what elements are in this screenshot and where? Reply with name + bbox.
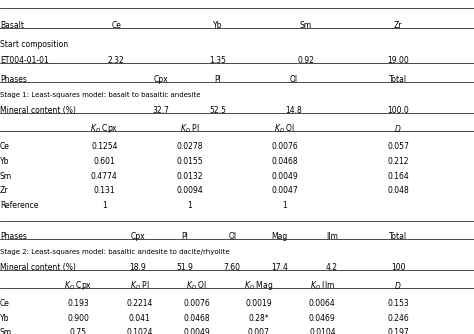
- Text: Cpx: Cpx: [130, 232, 145, 241]
- Text: Ol: Ol: [228, 232, 237, 241]
- Text: 2.32: 2.32: [108, 56, 125, 65]
- Text: 1: 1: [282, 201, 287, 210]
- Text: 0.4774: 0.4774: [91, 172, 118, 180]
- Text: 0.041: 0.041: [129, 314, 151, 323]
- Text: 0.1254: 0.1254: [91, 142, 118, 151]
- Text: $K_D$ Ol: $K_D$ Ol: [274, 122, 295, 135]
- Text: Reference: Reference: [0, 201, 38, 210]
- Text: 0.131: 0.131: [93, 186, 115, 195]
- Text: Pl: Pl: [215, 75, 221, 84]
- Text: 0.0468: 0.0468: [183, 314, 210, 323]
- Text: Ilm: Ilm: [326, 232, 338, 241]
- Text: Ce: Ce: [111, 21, 121, 29]
- Text: Yb: Yb: [0, 314, 9, 323]
- Text: 14.8: 14.8: [285, 106, 302, 115]
- Text: Start composition: Start composition: [0, 40, 68, 49]
- Text: 0.057: 0.057: [387, 142, 409, 151]
- Text: 18.9: 18.9: [129, 263, 146, 272]
- Text: $K_D$ Ol: $K_D$ Ol: [186, 279, 207, 292]
- Text: 0.0049: 0.0049: [183, 329, 210, 334]
- Text: 0.164: 0.164: [387, 172, 409, 180]
- Text: 0.0094: 0.0094: [176, 186, 203, 195]
- Text: 0.1024: 0.1024: [127, 329, 153, 334]
- Text: 0.007: 0.007: [247, 329, 269, 334]
- Text: 52.5: 52.5: [210, 106, 227, 115]
- Text: Yb: Yb: [213, 21, 223, 29]
- Text: Zr: Zr: [0, 186, 9, 195]
- Text: 0.153: 0.153: [387, 299, 409, 308]
- Text: Pl: Pl: [182, 232, 188, 241]
- Text: 100: 100: [391, 263, 405, 272]
- Text: 0.212: 0.212: [387, 157, 409, 166]
- Text: 0.92: 0.92: [297, 56, 314, 65]
- Text: 1: 1: [102, 201, 107, 210]
- Text: Phases: Phases: [0, 232, 27, 241]
- Text: Mineral content (%): Mineral content (%): [0, 263, 76, 272]
- Text: 0.197: 0.197: [387, 329, 409, 334]
- Text: $K_D$ Mag: $K_D$ Mag: [244, 279, 273, 292]
- Text: Yb: Yb: [0, 157, 9, 166]
- Text: 0.0468: 0.0468: [271, 157, 298, 166]
- Text: Ol: Ol: [290, 75, 298, 84]
- Text: $D$: $D$: [394, 280, 402, 291]
- Text: Ce: Ce: [0, 142, 10, 151]
- Text: Stage 1: Least-squares model: basalt to basaltic andesite: Stage 1: Least-squares model: basalt to …: [0, 92, 201, 98]
- Text: 0.0076: 0.0076: [271, 142, 298, 151]
- Text: 17.4: 17.4: [271, 263, 288, 272]
- Text: Total: Total: [389, 232, 407, 241]
- Text: 0.0019: 0.0019: [245, 299, 272, 308]
- Text: 0.0469: 0.0469: [309, 314, 336, 323]
- Text: 0.0104: 0.0104: [309, 329, 336, 334]
- Text: Ce: Ce: [0, 299, 10, 308]
- Text: 0.193: 0.193: [67, 299, 89, 308]
- Text: $K_D$ Ilm: $K_D$ Ilm: [310, 279, 335, 292]
- Text: $K_D$ Cpx: $K_D$ Cpx: [64, 279, 92, 292]
- Text: 0.048: 0.048: [387, 186, 409, 195]
- Text: $K_D$ Pl: $K_D$ Pl: [180, 122, 200, 135]
- Text: Stage 2: Least-squares model: basaltic andesite to dacite/rhyolite: Stage 2: Least-squares model: basaltic a…: [0, 249, 229, 255]
- Text: 1: 1: [187, 201, 192, 210]
- Text: Cpx: Cpx: [154, 75, 168, 84]
- Text: 0.246: 0.246: [387, 314, 409, 323]
- Text: $D$: $D$: [394, 123, 402, 134]
- Text: $K_D$ Pl: $K_D$ Pl: [130, 279, 150, 292]
- Text: 1.35: 1.35: [210, 56, 227, 65]
- Text: 19.00: 19.00: [387, 56, 409, 65]
- Text: 0.0278: 0.0278: [176, 142, 203, 151]
- Text: Mag: Mag: [272, 232, 288, 241]
- Text: Zr: Zr: [394, 21, 402, 29]
- Text: 0.0049: 0.0049: [271, 172, 298, 180]
- Text: 0.75: 0.75: [70, 329, 87, 334]
- Text: 7.60: 7.60: [224, 263, 241, 272]
- Text: 0.900: 0.900: [67, 314, 89, 323]
- Text: 0.0155: 0.0155: [176, 157, 203, 166]
- Text: Basalt: Basalt: [0, 21, 24, 29]
- Text: Sm: Sm: [300, 21, 312, 29]
- Text: 0.601: 0.601: [93, 157, 115, 166]
- Text: 51.9: 51.9: [176, 263, 193, 272]
- Text: Phases: Phases: [0, 75, 27, 84]
- Text: 32.7: 32.7: [153, 106, 170, 115]
- Text: 0.2214: 0.2214: [127, 299, 153, 308]
- Text: Total: Total: [389, 75, 407, 84]
- Text: 4.2: 4.2: [326, 263, 338, 272]
- Text: Mineral content (%): Mineral content (%): [0, 106, 76, 115]
- Text: 100.0: 100.0: [387, 106, 409, 115]
- Text: 0.0076: 0.0076: [183, 299, 210, 308]
- Text: 0.28*: 0.28*: [248, 314, 269, 323]
- Text: Sm: Sm: [0, 172, 12, 180]
- Text: Sm: Sm: [0, 329, 12, 334]
- Text: 0.0132: 0.0132: [176, 172, 203, 180]
- Text: ET004-01-01: ET004-01-01: [0, 56, 49, 65]
- Text: 0.0064: 0.0064: [309, 299, 336, 308]
- Text: 0.0047: 0.0047: [271, 186, 298, 195]
- Text: $K_D$ Cpx: $K_D$ Cpx: [90, 122, 118, 135]
